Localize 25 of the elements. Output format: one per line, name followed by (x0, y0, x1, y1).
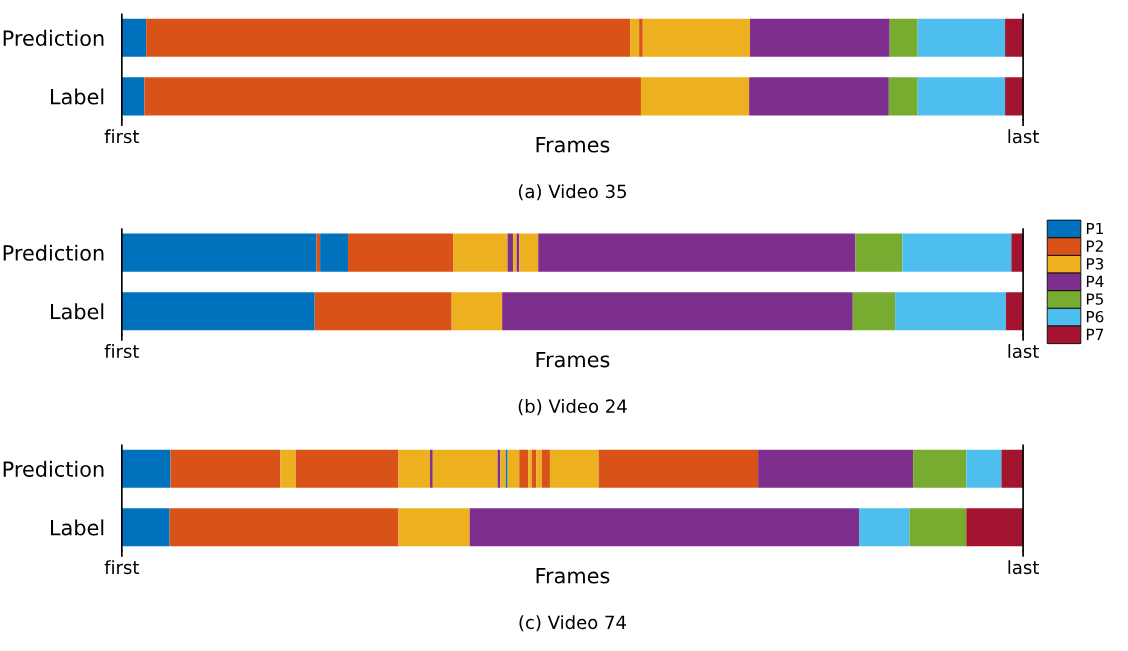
legend-label: P7 (1086, 328, 1104, 340)
legend-label: P2 (1086, 240, 1103, 252)
x-axis-title: Frames (536, 137, 610, 153)
y-tick-label: Prediction (3, 244, 104, 261)
text: first (104, 560, 140, 575)
legend-label: P3 (1086, 257, 1104, 270)
legend-label: P4 (1086, 275, 1104, 287)
text: (b) Video 24 (518, 399, 627, 416)
legend-label: P5 (1086, 293, 1104, 305)
y-tick-label: Label (50, 88, 104, 105)
y-tick-label: Prediction (3, 460, 104, 477)
legend-label: P1 (1086, 222, 1103, 235)
text: first (104, 344, 140, 359)
text: (c) Video 74 (519, 615, 626, 632)
x-axis-title: Frames (536, 351, 610, 368)
text: last (1008, 129, 1039, 144)
y-tick-label: Label (50, 303, 104, 320)
text: (a) Video 35 (518, 184, 626, 201)
y-tick-label: Prediction (3, 29, 104, 46)
legend-label: P6 (1086, 310, 1104, 323)
y-tick-label: Label (50, 519, 104, 536)
text: last (1008, 344, 1039, 359)
text: first (104, 129, 140, 144)
x-axis-title: Frames (536, 568, 610, 584)
text: last (1008, 560, 1039, 575)
